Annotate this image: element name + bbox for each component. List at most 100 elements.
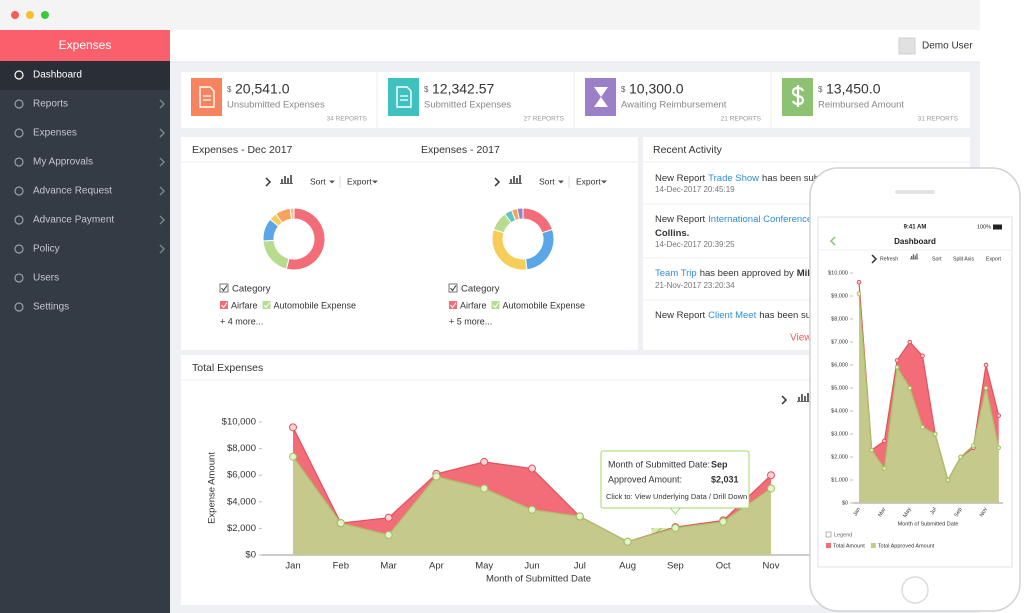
data-point[interactable]: [480, 484, 489, 493]
close-button[interactable]: [11, 11, 19, 19]
home-button[interactable]: [901, 576, 929, 604]
chart-type-icon[interactable]: [797, 393, 810, 402]
toolbar-item[interactable]: Export: [986, 256, 1002, 262]
menu-item[interactable]: My Approvals: [33, 157, 93, 168]
data-point[interactable]: [983, 385, 989, 391]
data-point[interactable]: [983, 362, 989, 368]
data-point[interactable]: [289, 452, 297, 461]
data-point[interactable]: [882, 438, 887, 444]
data-point[interactable]: [894, 358, 900, 363]
minimize-button[interactable]: [26, 11, 34, 19]
activity-text: Team Trip has been approved by Mike: [655, 268, 818, 279]
expand-icon[interactable]: [159, 128, 166, 138]
data-point[interactable]: [971, 443, 976, 448]
activity-link[interactable]: International Conference: [708, 214, 812, 225]
activity-link[interactable]: Trade Show: [708, 173, 759, 184]
menu-item[interactable]: Policy: [33, 244, 60, 255]
chart-type-icon[interactable]: [509, 175, 522, 184]
donut-slice[interactable]: [289, 207, 295, 220]
toolbar-item[interactable]: Sort: [932, 256, 942, 262]
data-point[interactable]: [920, 424, 925, 430]
top-header: [170, 30, 980, 62]
data-point[interactable]: [432, 472, 441, 481]
legend-swatch[interactable]: [870, 543, 876, 548]
tooltip-action[interactable]: Click to: View Underlying Data / Drill D…: [606, 492, 747, 501]
legend-swatch[interactable]: [826, 543, 831, 548]
data-point[interactable]: [882, 466, 887, 471]
data-point[interactable]: [856, 291, 862, 297]
menu-item[interactable]: Settings: [33, 302, 69, 313]
expand-icon[interactable]: [781, 395, 788, 405]
legend-swatch[interactable]: [220, 301, 228, 309]
data-point[interactable]: [575, 512, 584, 521]
data-point[interactable]: [945, 477, 951, 483]
sort-menu[interactable]: Sort: [310, 176, 326, 186]
data-point[interactable]: [623, 537, 632, 546]
expand-icon[interactable]: [159, 215, 166, 225]
sort-menu[interactable]: Sort: [539, 176, 555, 186]
legend-checkbox[interactable]: [825, 531, 832, 538]
menu-item[interactable]: Advance Payment: [33, 215, 114, 226]
activity-link[interactable]: Team Trip: [655, 268, 697, 279]
data-point[interactable]: [869, 447, 875, 453]
expand-icon[interactable]: [871, 254, 878, 264]
activity-link[interactable]: Client Meet: [708, 310, 756, 321]
report-count: 31 REPORTS: [918, 116, 959, 123]
export-menu[interactable]: Export: [347, 176, 372, 186]
legend-swatch[interactable]: [449, 301, 457, 309]
expand-icon[interactable]: [159, 186, 166, 196]
toolbar-item[interactable]: Split Axis: [953, 256, 974, 262]
data-point[interactable]: [528, 505, 536, 514]
data-point[interactable]: [384, 531, 393, 540]
maximize-button[interactable]: [41, 11, 49, 19]
data-point[interactable]: [996, 413, 1002, 418]
menu-item[interactable]: Users: [33, 273, 59, 284]
export-menu[interactable]: Export: [576, 176, 601, 186]
expand-icon[interactable]: [159, 99, 166, 109]
activity-date: 21-Nov-2017 23:20:34: [655, 281, 735, 290]
expand-icon[interactable]: [159, 157, 166, 167]
data-point[interactable]: [480, 457, 489, 466]
phone-speaker: [895, 190, 935, 194]
data-point[interactable]: [719, 517, 728, 526]
legend-checkbox[interactable]: [219, 283, 229, 293]
user-name[interactable]: Demo User: [922, 41, 973, 52]
legend-swatch[interactable]: [491, 301, 500, 309]
menu-item[interactable]: Expenses: [33, 128, 77, 139]
data-point[interactable]: [336, 519, 345, 528]
expand-icon[interactable]: [494, 177, 501, 187]
expand-icon[interactable]: [159, 244, 166, 254]
data-point[interactable]: [289, 423, 297, 432]
menu-item[interactable]: Dashboard: [33, 70, 82, 81]
menu-item[interactable]: Reports: [33, 99, 68, 110]
dropdown-caret: [558, 180, 564, 184]
data-point[interactable]: [958, 454, 963, 460]
data-point[interactable]: [894, 365, 900, 370]
data-point[interactable]: [856, 279, 862, 285]
more-link[interactable]: + 4 more...: [220, 316, 263, 326]
back-button[interactable]: [829, 236, 836, 246]
data-point[interactable]: [767, 471, 775, 480]
data-point[interactable]: [384, 513, 393, 522]
data-point[interactable]: [907, 339, 913, 345]
data-point[interactable]: [996, 445, 1002, 451]
toolbar-item[interactable]: Refresh: [880, 256, 898, 262]
more-link[interactable]: + 5 more...: [449, 316, 492, 326]
data-point[interactable]: [932, 431, 938, 437]
legend-checkbox[interactable]: [448, 283, 458, 293]
data-point[interactable]: [907, 385, 913, 391]
data-point[interactable]: [920, 353, 925, 359]
data-point[interactable]: [528, 464, 536, 473]
expand-icon[interactable]: [265, 177, 272, 187]
chart-type-icon[interactable]: [280, 175, 293, 184]
card-label: Unsubmitted Expenses: [227, 100, 325, 111]
view-link[interactable]: View: [790, 333, 812, 344]
amount: 10,300.0: [629, 81, 684, 97]
data-point[interactable]: [767, 484, 775, 493]
data-point[interactable]: [671, 523, 680, 532]
avatar[interactable]: [898, 37, 916, 55]
legend-swatch[interactable]: [262, 301, 271, 309]
menu-item[interactable]: Advance Request: [33, 186, 112, 197]
chart-type-icon[interactable]: [910, 253, 919, 260]
donut-slice[interactable]: [516, 207, 524, 220]
